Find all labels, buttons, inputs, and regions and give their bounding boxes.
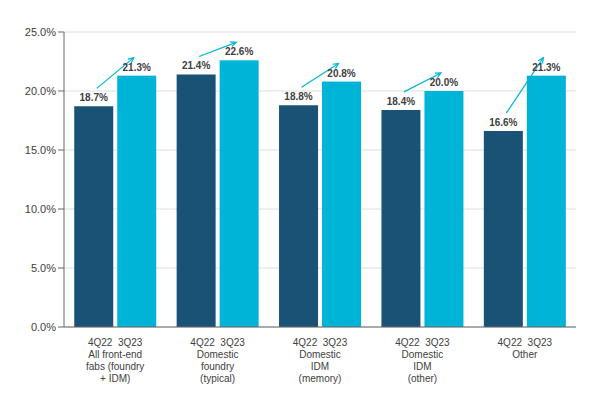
svg-text:21.3%: 21.3% (532, 62, 560, 73)
svg-text:15.0%: 15.0% (25, 144, 56, 156)
svg-text:18.7%: 18.7% (80, 92, 108, 103)
svg-text:22.6%: 22.6% (225, 46, 253, 57)
svg-text:20.8%: 20.8% (327, 68, 355, 79)
svg-text:4Q22 3Q23Domesticfoundry(typi: 4Q22 3Q23Domesticfoundry(typical) (190, 337, 245, 384)
svg-text:21.3%: 21.3% (123, 62, 151, 73)
svg-text:10.0%: 10.0% (25, 203, 56, 215)
svg-text:18.4%: 18.4% (387, 96, 415, 107)
svg-text:4Q22 3Q23DomesticIDM(memory): 4Q22 3Q23DomesticIDM(memory) (293, 337, 348, 384)
svg-text:0.0%: 0.0% (31, 321, 56, 333)
svg-text:16.6%: 16.6% (489, 117, 517, 128)
svg-text:20.0%: 20.0% (25, 85, 56, 97)
svg-text:4Q22 3Q23Other: 4Q22 3Q23Other (498, 337, 553, 360)
svg-text:5.0%: 5.0% (31, 262, 56, 274)
svg-text:21.4%: 21.4% (182, 60, 210, 71)
svg-text:25.0%: 25.0% (25, 26, 56, 38)
svg-text:18.8%: 18.8% (284, 91, 312, 102)
svg-text:20.0%: 20.0% (430, 77, 458, 88)
svg-text:4Q22 3Q23DomesticIDM(other): 4Q22 3Q23DomesticIDM(other) (395, 337, 450, 384)
svg-text:4Q22 3Q23All front-endfabs (f: 4Q22 3Q23All front-endfabs (foundry+ IDM… (86, 337, 144, 384)
